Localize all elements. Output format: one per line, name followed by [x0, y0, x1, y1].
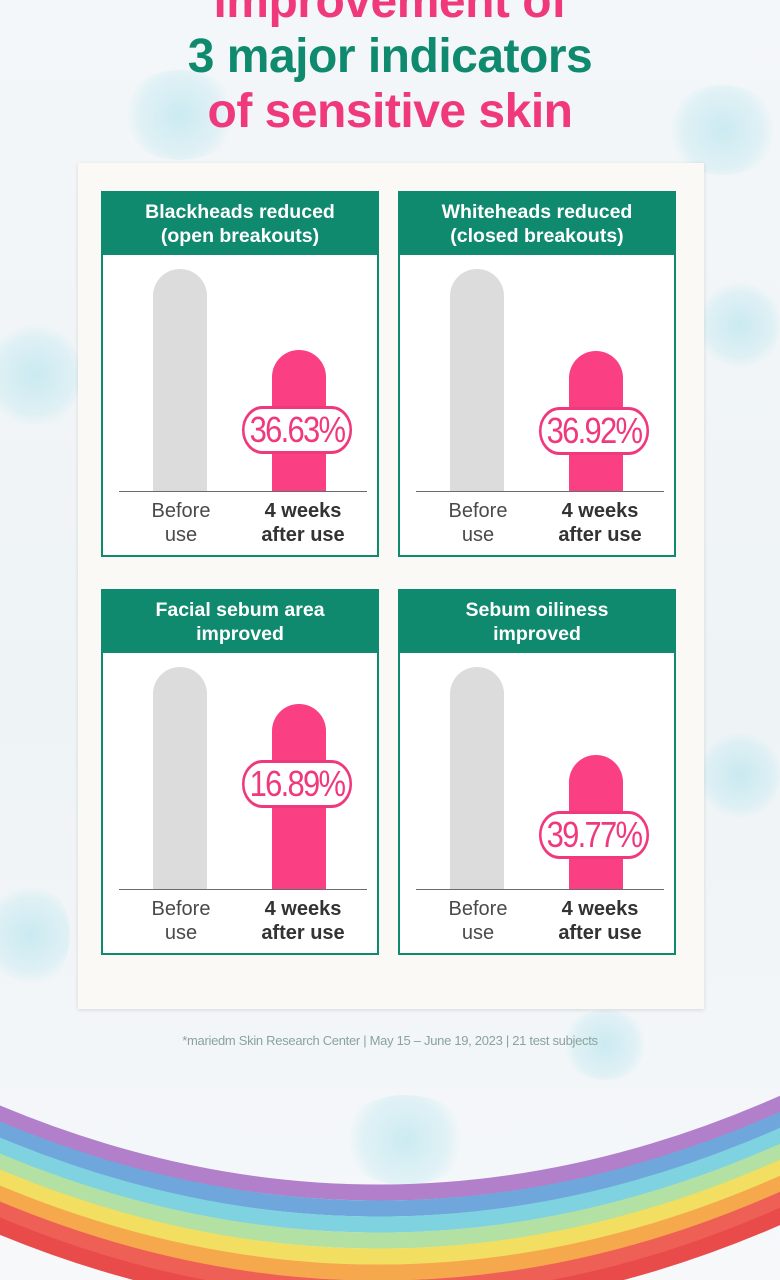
chart-baseline: [416, 491, 664, 492]
chart-card: Sebum oiliness improved 39.77% Before use 4 w…: [398, 589, 676, 955]
cloud-decoration: [0, 880, 70, 990]
category-label-after: 4 weeks after use: [243, 499, 363, 547]
chart-baseline: [416, 889, 664, 890]
rainbow-decoration: [0, 1095, 780, 1280]
category-label-before: Before use: [131, 499, 231, 547]
category-label-before: Before use: [428, 499, 528, 547]
category-label-after: 4 weeks after use: [540, 499, 660, 547]
chart-baseline: [119, 491, 367, 492]
improvement-percentage-label: 16.89%: [241, 760, 353, 809]
label-line: 4 weeks: [561, 898, 639, 920]
chart-title-line: improved: [196, 623, 284, 645]
label-line: 4 weeks: [264, 898, 342, 920]
label-line: use: [164, 922, 198, 944]
label-line: after use: [558, 524, 642, 546]
title-line-2: 3 major indicators: [187, 30, 593, 83]
chart-card: Whiteheads reduced (closed breakouts) 36.9…: [398, 191, 676, 557]
cloud-decoration: [700, 730, 780, 820]
chart-card: Blackheads reduced (open breakouts) 36.63%…: [101, 191, 379, 557]
chart-title-line: (open breakouts): [160, 225, 320, 247]
chart-baseline: [119, 889, 367, 890]
cloud-decoration: [340, 1095, 470, 1185]
cloud-decoration: [560, 1010, 650, 1080]
chart-card: Facial sebum area improved 16.89% Before use…: [101, 589, 379, 955]
category-label-after: 4 weeks after use: [540, 897, 660, 945]
chart-title: Whiteheads reduced (closed breakouts): [400, 193, 674, 255]
bar-before-use: [450, 269, 504, 491]
category-label-after: 4 weeks after use: [243, 897, 363, 945]
title-line-1: improvement of: [213, 0, 567, 28]
label-line: 4 weeks: [561, 500, 639, 522]
chart-title-line: Facial sebum area: [155, 599, 325, 621]
chart-title: Facial sebum area improved: [103, 591, 377, 653]
category-label-before: Before use: [428, 897, 528, 945]
label-line: use: [461, 524, 495, 546]
cloud-decoration: [700, 280, 780, 370]
bar-before-use: [153, 269, 207, 491]
label-line: Before: [448, 898, 508, 920]
label-line: Before: [151, 898, 211, 920]
bar-before-use: [153, 667, 207, 889]
cloud-decoration: [120, 70, 240, 160]
label-line: after use: [261, 922, 345, 944]
category-label-before: Before use: [131, 897, 231, 945]
improvement-percentage-label: 36.92%: [538, 406, 650, 455]
chart-title-line: improved: [493, 623, 581, 645]
improvement-percentage-label: 36.63%: [241, 406, 353, 455]
chart-title-line: Blackheads reduced: [145, 201, 335, 223]
bar-before-use: [450, 667, 504, 889]
label-line: Before: [151, 500, 211, 522]
chart-title-line: Sebum oiliness: [465, 599, 609, 621]
bar-chart: 36.92% Before use 4 weeks after use: [400, 255, 674, 555]
chart-title-line: (closed breakouts): [450, 225, 624, 247]
chart-title: Blackheads reduced (open breakouts): [103, 193, 377, 255]
bar-chart: 16.89% Before use 4 weeks after use: [103, 653, 377, 953]
study-footnote: *mariedm Skin Research Center | May 15 –…: [182, 1033, 598, 1048]
improvement-percentage-label: 39.77%: [538, 811, 650, 860]
label-line: 4 weeks: [264, 500, 342, 522]
chart-title: Sebum oiliness improved: [400, 591, 674, 653]
cloud-decoration: [665, 85, 780, 175]
bar-chart: 36.63% Before use 4 weeks after use: [103, 255, 377, 555]
cloud-decoration: [0, 320, 80, 430]
title-line-3: of sensitive skin: [207, 85, 573, 138]
label-line: after use: [558, 922, 642, 944]
label-line: Before: [448, 500, 508, 522]
results-panel: Blackheads reduced (open breakouts) 36.63%…: [78, 163, 704, 1009]
label-line: use: [461, 922, 495, 944]
bar-chart: 39.77% Before use 4 weeks after use: [400, 653, 674, 953]
label-line: use: [164, 524, 198, 546]
chart-title-line: Whiteheads reduced: [441, 201, 633, 223]
label-line: after use: [261, 524, 345, 546]
page-title: improvement of 3 major indicators of sen…: [0, 0, 780, 139]
